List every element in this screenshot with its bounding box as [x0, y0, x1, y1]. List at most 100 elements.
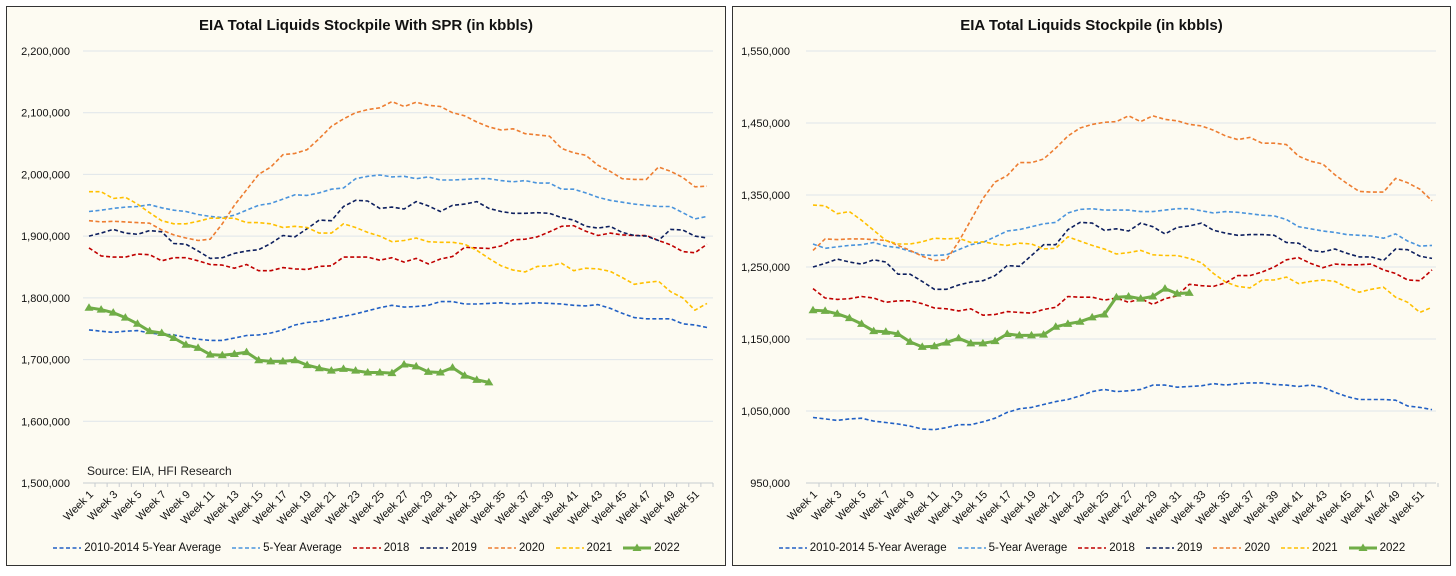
data-point-2022 [1075, 317, 1085, 325]
data-point-2022 [229, 349, 239, 358]
data-point-2022 [844, 313, 854, 322]
legend-swatch [420, 547, 449, 549]
legend-swatch [352, 547, 381, 549]
legend-swatch [487, 547, 516, 549]
legend-label: 2021 [586, 542, 613, 554]
data-point-2022 [314, 363, 324, 372]
source-annotation: Source: EIA, HFI Research [87, 464, 232, 478]
legend-item: 5-Year Average [957, 542, 1067, 554]
y-tick-label: 2,100,000 [21, 108, 70, 120]
data-point-2022 [1172, 289, 1182, 297]
legend-label: 2021 [1312, 542, 1338, 554]
data-point-2022 [326, 366, 336, 374]
legend: 2010-2014 5-Year Average 5-Year Average 20… [7, 542, 725, 554]
legend-item: 2020 [487, 542, 545, 554]
data-point-2022 [460, 371, 470, 379]
legend-item: 2022 [1348, 542, 1405, 554]
series-line-2010-2014-5-year-average [812, 382, 1433, 431]
legend-item: 2021 [555, 542, 613, 554]
legend-item: 2010-2014 5-Year Average [52, 542, 221, 554]
data-point-2022 [254, 355, 264, 364]
legend-label: 2010-2014 5-Year Average [84, 542, 222, 554]
data-point-2022 [387, 368, 397, 377]
legend-swatch [1213, 547, 1242, 549]
data-point-2022 [411, 361, 421, 370]
data-point-2022 [351, 366, 361, 374]
legend-swatch [957, 547, 986, 549]
data-point-2022 [1111, 292, 1121, 301]
legend-item: 2019 [419, 542, 477, 554]
legend-item: 2018 [352, 542, 410, 554]
data-point-2022 [205, 350, 215, 358]
series-line-2020 [812, 115, 1433, 262]
legend-label: 5-Year Average [263, 542, 342, 554]
data-point-2022 [893, 329, 903, 337]
data-point-2022 [942, 338, 952, 346]
data-point-2022 [1014, 330, 1024, 339]
chart-title: EIA Total Liquids Stockpile With SPR (in… [198, 17, 534, 34]
data-point-2022 [1099, 310, 1109, 318]
data-point-2022 [832, 309, 842, 317]
legend-swatch [1348, 543, 1377, 551]
data-point-2022 [820, 306, 830, 314]
series-line-2020 [88, 100, 708, 242]
legend-label: 2020 [1244, 542, 1271, 554]
data-point-2022 [290, 355, 300, 364]
series-line-2021 [89, 190, 708, 311]
chart-panel-with-spr: 1,500,000 1,600,000 1,700,000 1,800,000 1,90… [6, 6, 726, 566]
legend-item: 2021 [1280, 542, 1338, 554]
data-point-2022 [966, 338, 976, 347]
legend-label: 2019 [1176, 542, 1203, 554]
legend-swatch [1078, 547, 1107, 549]
data-point-2022 [881, 327, 891, 335]
legend-item: 2019 [1145, 542, 1203, 554]
data-point-2022 [954, 333, 964, 342]
legend: 2010-2014 5-Year Average 5-Year Average 20… [733, 542, 1450, 554]
y-tick-label: 1,050,000 [741, 406, 790, 418]
series-line-2022 [88, 306, 490, 384]
y-tick-label: 1,600,000 [21, 416, 70, 428]
data-point-2022 [808, 305, 818, 314]
data-point-2022 [217, 350, 227, 359]
data-point-2022 [1063, 319, 1073, 327]
data-point-2022 [448, 363, 458, 371]
y-tick-label: 1,550,000 [741, 46, 790, 58]
series-line-2019 [88, 199, 708, 260]
y-tick-label: 2,200,000 [21, 46, 70, 58]
legend-swatch [232, 547, 261, 549]
legend-swatch [623, 543, 652, 551]
legend-label: 2010-2014 5-Year Average [809, 542, 947, 554]
data-point-2022 [302, 360, 312, 369]
y-tick-label: 1,800,000 [21, 293, 70, 305]
legend-label: 2020 [518, 542, 545, 554]
series-line-2018 [812, 256, 1433, 316]
chart-title: EIA Total Liquids Stockpile (in kbbls) [960, 17, 1223, 34]
data-point-2022 [1136, 294, 1146, 302]
data-point-2022 [145, 326, 155, 335]
data-point-2022 [338, 364, 348, 372]
y-tick-label: 1,700,000 [21, 355, 70, 367]
legend-label: 2018 [383, 542, 410, 554]
data-point-2022 [120, 313, 130, 321]
y-tick-label: 2,000,000 [21, 169, 70, 181]
data-point-2022 [375, 368, 385, 376]
series-line-2018 [88, 224, 708, 272]
data-point-2022 [1148, 292, 1158, 300]
data-point-2022 [472, 375, 482, 383]
legend-item: 2018 [1077, 542, 1135, 554]
data-point-2022 [423, 367, 433, 375]
data-point-2022 [1087, 312, 1097, 321]
data-point-2022 [1184, 288, 1194, 296]
data-point-2022 [278, 356, 288, 365]
data-point-2022 [1002, 329, 1012, 337]
data-point-2022 [1039, 330, 1049, 338]
y-tick-label: 1,350,000 [741, 190, 790, 202]
legend-swatch [53, 547, 82, 549]
data-point-2022 [242, 347, 252, 356]
data-point-2022 [435, 368, 445, 376]
data-point-2022 [905, 337, 915, 345]
series-line-2010-2014-5-year-average [88, 300, 708, 342]
data-point-2022 [96, 305, 106, 313]
y-tick-label: 950,000 [750, 478, 790, 490]
legend-item: 2022 [622, 542, 680, 554]
